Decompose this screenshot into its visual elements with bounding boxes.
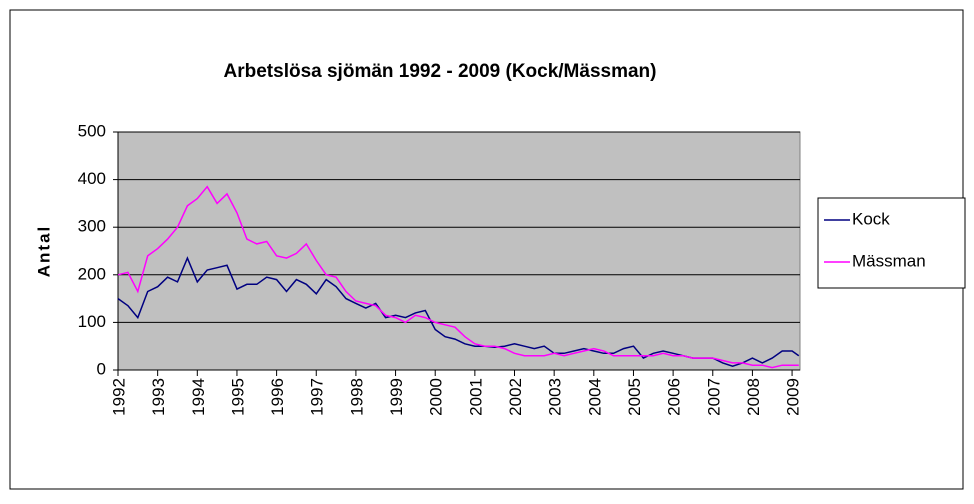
x-tick-label: 2003 [546,378,565,416]
legend [817,197,966,289]
y-tick-label: 500 [78,121,106,140]
x-tick-label: 1998 [347,378,366,416]
x-tick-label: 2006 [665,378,684,416]
series-line [117,185,799,369]
y-tick-label: 100 [78,312,106,331]
x-tick-label: 2007 [704,378,723,416]
x-tick-label: 1996 [268,378,287,416]
y-tick-label: 200 [78,264,106,283]
y-tick-label: 300 [78,217,106,236]
x-tick-label: 2002 [506,378,525,416]
x-tick-label: 2000 [427,378,446,416]
x-tick-label: 2005 [625,378,644,416]
x-tick-label: 1992 [109,378,128,416]
x-tick-label: 1995 [228,378,247,416]
plot-area [117,131,801,371]
x-tick-label: 2001 [466,378,485,416]
y-tick-label: 400 [78,169,106,188]
legend-label: Mässman [852,251,926,270]
x-tick-label: 1994 [189,378,208,416]
x-tick-label: 1997 [308,378,327,416]
x-tick-label: 2009 [784,378,803,416]
x-tick-label: 2004 [585,378,604,416]
chart-title: Arbetslösa sjömän 1992 - 2009 (Kock/Mäss… [224,61,657,82]
x-tick-label: 1999 [387,378,406,416]
y-axis-label: Antal [34,225,53,278]
x-tick-label: 2008 [744,378,763,416]
y-tick-label: 0 [97,359,106,378]
legend-label: Kock [852,209,890,228]
x-tick-label: 1993 [149,378,168,416]
